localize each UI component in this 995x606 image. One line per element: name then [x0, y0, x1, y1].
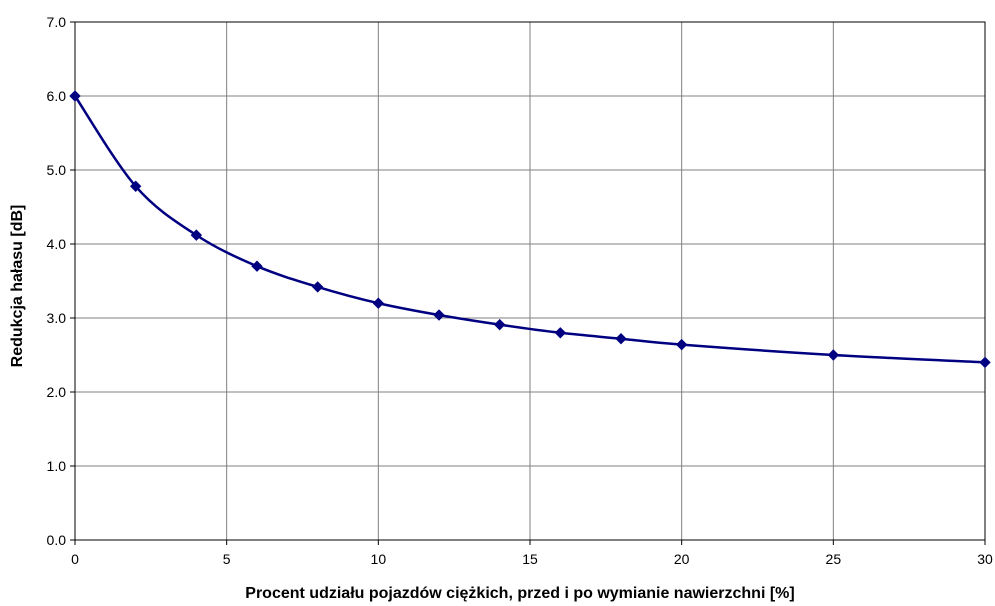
data-point	[251, 260, 263, 272]
data-point	[554, 327, 567, 339]
data-point	[433, 309, 445, 321]
ticks-layer: 0 5 10 15 20 25 30 0.0 1.0 2.0 3.0 4.0 5.0 6.0 7.0	[47, 14, 993, 567]
y-tick-label: 0.0	[47, 532, 67, 548]
y-tick-label: 5.0	[47, 162, 67, 178]
x-tick-label: 30	[977, 551, 993, 567]
x-tick-label: 0	[71, 551, 79, 567]
data-point	[827, 349, 840, 361]
data-point	[493, 318, 506, 331]
data-point	[372, 297, 385, 309]
data-point	[190, 229, 203, 241]
x-tick-label: 25	[826, 551, 842, 567]
data-point	[311, 281, 324, 293]
x-axis-label: Procent udziału pojazdów ciężkich, przed…	[245, 585, 794, 602]
y-tick-label: 1.0	[47, 458, 67, 474]
data-point	[979, 356, 991, 369]
data-point	[615, 333, 627, 345]
y-tick-label: 2.0	[47, 384, 67, 400]
data-point	[69, 90, 81, 102]
y-tick-label: 3.0	[47, 310, 67, 326]
series-layer	[69, 90, 991, 369]
y-tick-label: 6.0	[47, 88, 67, 104]
y-tick-label: 4.0	[47, 236, 67, 252]
x-tick-label: 10	[371, 551, 387, 567]
x-tick-label: 15	[522, 551, 538, 567]
x-tick-label: 5	[223, 551, 231, 567]
y-axis-label: Redukcja hałasu [dB]	[9, 205, 26, 368]
grid-layer	[74, 21, 986, 541]
x-tick-label: 20	[674, 551, 690, 567]
data-point	[675, 338, 688, 351]
y-tick-label: 7.0	[47, 14, 67, 30]
data-point	[129, 180, 142, 192]
